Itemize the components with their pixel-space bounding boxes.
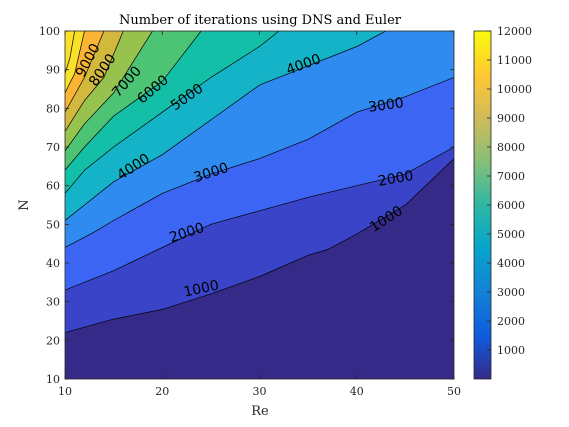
x-axis-label: Re [251,404,269,419]
colorbar-tick-label: 12000 [497,25,532,38]
colorbar-tick-label: 1000 [497,344,525,357]
colorbar-tick-label: 3000 [497,286,525,299]
y-tick-label: 100 [39,25,60,38]
colorbar-tick-label: 8000 [497,141,525,154]
contour-line-7000 [65,31,153,152]
contour-line-5000 [65,31,280,194]
contour-line-8000 [65,31,124,132]
contour-lines [65,31,454,333]
colorbar-tick-label: 10000 [497,83,532,96]
x-tick-label: 20 [155,385,169,398]
colorbar-tick-label: 5000 [497,228,525,241]
colorbar-tick-label: 2000 [497,315,525,328]
contour-label-group: 1000 [182,278,220,301]
chart-title: Number of iterations using DNS and Euler [119,13,402,28]
y-tick-label: 20 [46,334,60,347]
colorbar-tick-label: 7000 [497,170,525,183]
y-tick-label: 80 [46,102,60,115]
y-tick-label: 60 [46,180,60,193]
colorbar-tick-label: 9000 [497,112,525,125]
contour-label: 2000 [377,168,415,190]
contour-line-6000 [65,31,202,171]
y-axis-label: N [17,199,32,210]
x-tick-label: 50 [447,385,461,398]
y-axis-ticks: 10 20 30 40 50 60 70 80 90 100 [39,25,454,386]
colorbar-tick-label: 6000 [497,199,525,212]
contour-label: 1000 [182,278,220,301]
contour-line-11000 [65,31,76,74]
contour-label-group: 2000 [377,168,415,190]
colorbar-tick-label: 4000 [497,257,525,270]
contour-label: 3000 [367,95,405,116]
contour-line-3000 [65,77,454,248]
contour-line-4000 [65,31,387,221]
y-tick-label: 10 [46,373,60,386]
colorbar-tick-label: 11000 [497,54,532,67]
contour-bands [65,31,454,379]
contour-line-10000 [65,31,85,94]
contour-labels: 1000100020002000300030004000400050006000… [73,41,415,301]
x-tick-label: 10 [58,385,72,398]
y-tick-label: 70 [46,141,60,154]
y-tick-label: 90 [46,64,60,77]
y-tick-label: 30 [46,296,60,309]
plot-area: 1000100020002000300030004000400050006000… [65,31,454,379]
x-tick-label: 40 [350,385,364,398]
contour-line-9000 [65,31,105,113]
x-axis-ticks: 10 20 30 40 50 [58,31,461,398]
contour-label-group: 3000 [367,95,405,116]
x-tick-label: 30 [253,385,267,398]
colorbar: 1000 2000 3000 4000 5000 6000 7000 8000 9000 1000… [473,25,532,380]
contour-line-1000 [65,158,454,333]
contour-line-2000 [65,146,454,291]
colorbar-ticks: 1000 2000 3000 4000 5000 6000 7000 8000 9000 1000… [487,25,532,357]
y-tick-label: 40 [46,257,60,270]
y-tick-label: 50 [46,218,60,231]
contour-band-11000 [65,31,75,74]
